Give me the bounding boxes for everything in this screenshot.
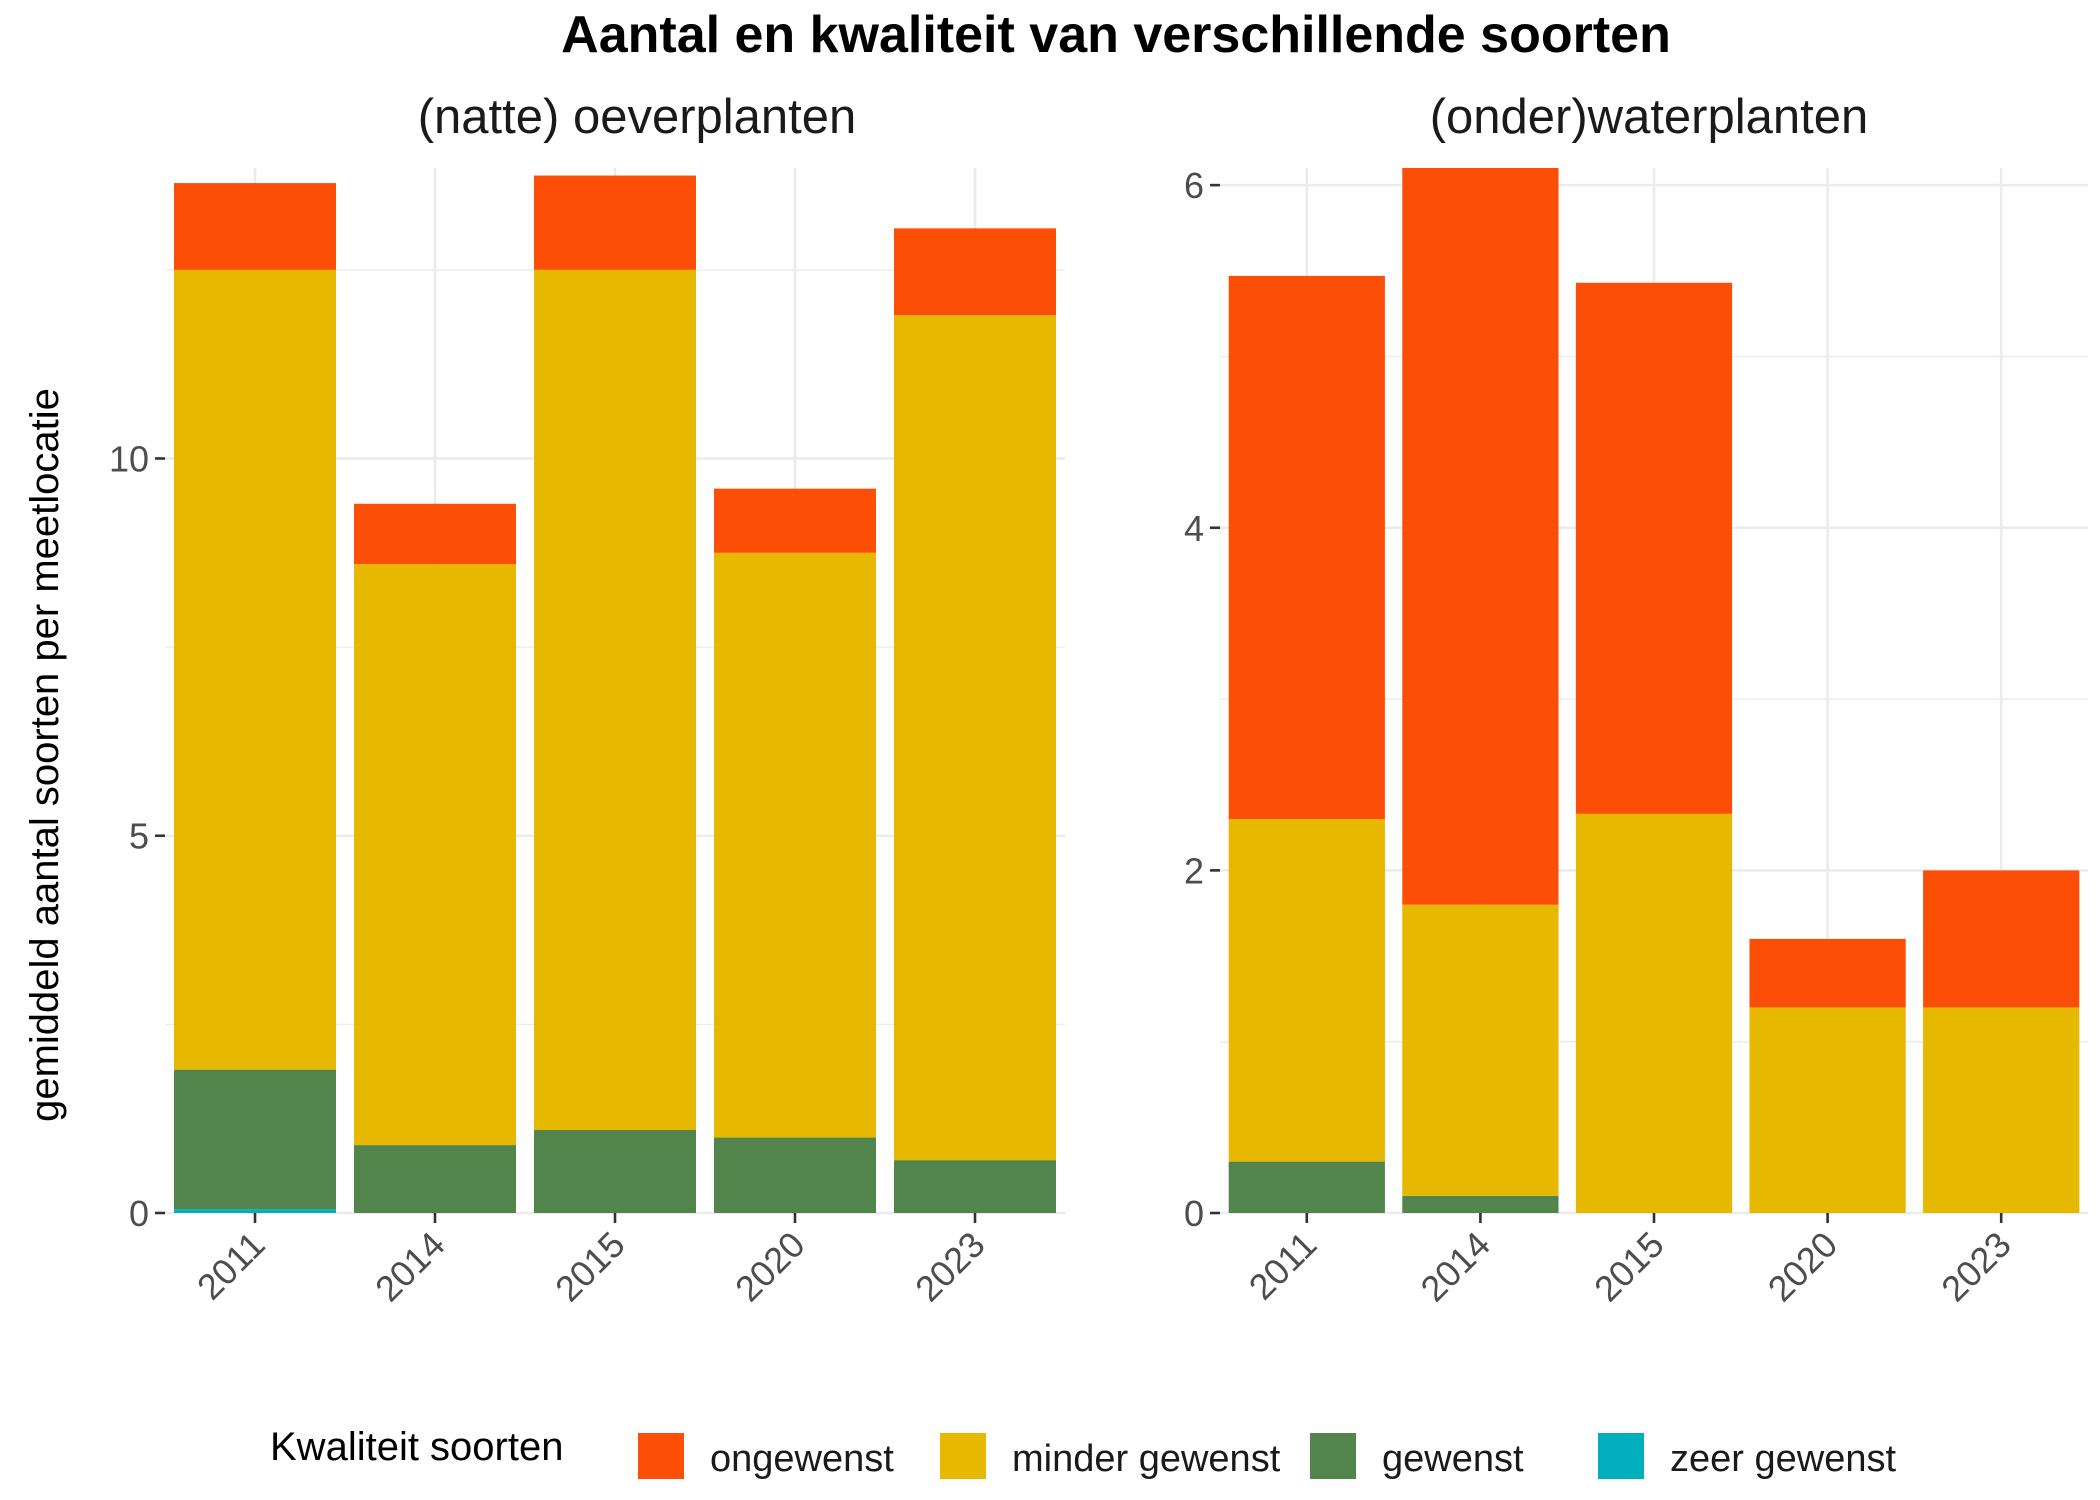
bar-segment-gewenst-2011: [174, 1069, 336, 1210]
bar-segment-gewenst-2014: [354, 1145, 516, 1213]
x-tick-label: 2014: [1412, 1224, 1498, 1310]
x-tick-label: 2020: [1760, 1224, 1846, 1310]
bar-segment-minder-gewenst-2011: [1228, 818, 1385, 1162]
bar-segment-gewenst-2023: [894, 1160, 1056, 1213]
chart-title: Aantal en kwaliteit van verschillende so…: [561, 6, 1671, 64]
bar-segment-gewenst-2015: [534, 1130, 696, 1213]
bar-segment-ongewenst-2014: [354, 503, 516, 565]
bar-segment-ongewenst-2020: [714, 488, 876, 553]
y-tick-label: 6: [1184, 165, 1204, 206]
bar-segment-ongewenst-2023: [1923, 870, 2080, 1008]
bar-segment-gewenst-2020: [714, 1137, 876, 1213]
y-tick-label: 0: [129, 1193, 149, 1234]
legend-item-minder-gewenst: minder gewenst: [940, 1433, 1281, 1480]
x-tick-label: 2023: [907, 1224, 993, 1310]
bar-segment-gewenst-2014: [1402, 1195, 1559, 1213]
bar-segment-ongewenst-2023: [894, 228, 1056, 316]
legend-swatch: [638, 1433, 684, 1479]
panel-title: (onder)waterplanten: [1430, 90, 1869, 144]
x-tick-label: 2015: [1586, 1224, 1672, 1310]
legend-label: minder gewenst: [1012, 1438, 1281, 1480]
bar-segment-minder-gewenst-2020: [1749, 1007, 1906, 1213]
bar-segment-minder-gewenst-2011: [174, 269, 336, 1070]
bar-segment-ongewenst-2014: [1402, 168, 1559, 905]
bar-segment-ongewenst-2011: [1228, 275, 1385, 819]
x-tick-label: 2020: [727, 1224, 813, 1310]
panel-1: (natte) oeverplanten 0 5 10 2011 2014 2015 2020…: [109, 90, 1065, 1309]
x-tick-label: 2023: [1933, 1224, 2019, 1310]
panel-2: (onder)waterplanten 0 2 4 6 2011 2014 2015 2020 2…: [1184, 90, 2088, 1309]
bar-segment-ongewenst-2011: [174, 183, 336, 270]
bar-segment-ongewenst-2015: [534, 175, 696, 270]
y-tick-label: 4: [1184, 508, 1204, 549]
legend-label: gewenst: [1382, 1438, 1524, 1480]
bar-segment-minder-gewenst-2015: [1575, 813, 1733, 1213]
bar-segment-minder-gewenst-2014: [1402, 904, 1559, 1196]
x-tick-label: 2015: [547, 1224, 633, 1310]
legend-label: ongewenst: [710, 1438, 894, 1480]
y-tick-label: 5: [129, 816, 149, 857]
legend-item-ongewenst: ongewenst: [638, 1433, 894, 1480]
legend-item-zeer-gewenst: zeer gewenst: [1598, 1433, 1896, 1480]
x-tick-label: 2011: [1241, 1224, 1325, 1308]
legend-swatch: [940, 1433, 986, 1479]
bar-segment-gewenst-2011: [1228, 1161, 1385, 1213]
bar-segment-minder-gewenst-2015: [534, 269, 696, 1131]
bar-segment-minder-gewenst-2014: [354, 564, 516, 1146]
y-axis-title: gemiddeld aantal soorten per meetlocatie: [23, 388, 67, 1122]
y-tick-label: 0: [1184, 1193, 1204, 1234]
y-tick-label: 10: [109, 438, 149, 479]
legend-swatch: [1598, 1433, 1644, 1479]
bar-segment-zeer-gewenst-2011: [174, 1209, 336, 1213]
bar-segment-minder-gewenst-2020: [714, 552, 876, 1138]
bar-segment-ongewenst-2020: [1749, 938, 1906, 1008]
bar-segment-ongewenst-2015: [1575, 282, 1733, 814]
legend-label: zeer gewenst: [1670, 1438, 1896, 1480]
legend-swatch: [1310, 1433, 1356, 1479]
legend-item-gewenst: gewenst: [1310, 1433, 1524, 1480]
y-tick-label: 2: [1184, 850, 1204, 891]
bar-segment-minder-gewenst-2023: [894, 315, 1056, 1161]
legend: Kwaliteit soorten ongewenst minder gewenst…: [270, 1425, 1896, 1480]
panel-title: (natte) oeverplanten: [418, 90, 857, 144]
legend-title: Kwaliteit soorten: [270, 1425, 563, 1469]
x-tick-label: 2011: [189, 1224, 273, 1308]
bar-segment-minder-gewenst-2023: [1923, 1007, 2080, 1213]
x-tick-label: 2014: [367, 1224, 453, 1310]
